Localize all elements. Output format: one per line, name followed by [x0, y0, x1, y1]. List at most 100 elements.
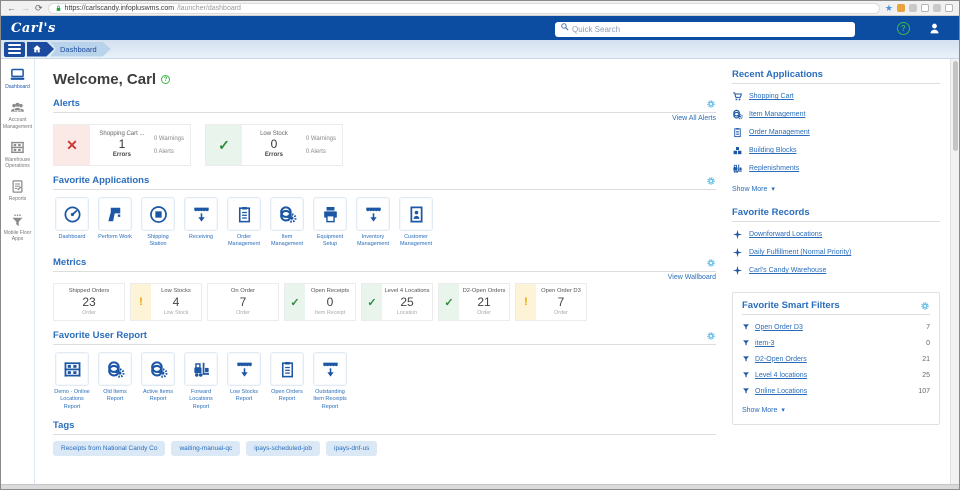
view-wallboard-link[interactable]: View Wallboard — [667, 274, 716, 282]
metric-sublabel: Order — [554, 309, 568, 316]
vertical-scrollbar[interactable] — [950, 59, 959, 484]
smart-filter-item-3[interactable]: item-3 0 — [742, 339, 930, 347]
sidebar-item-account-management[interactable]: Account Management — [1, 100, 35, 130]
report-tile-outstanding-item-receipts[interactable]: Outstanding Item Receipts Report — [311, 352, 349, 410]
breadcrumb[interactable]: Dashboard — [50, 42, 111, 57]
metric-sublabel: Order — [82, 309, 96, 316]
app-tile-equipment-setup[interactable]: Equipment Setup — [311, 197, 349, 248]
help-icon[interactable]: ? — [897, 21, 910, 35]
smart-filter-d2-open-orders[interactable]: D2-Open Orders 21 — [742, 355, 930, 363]
alert-card-shopping-cart[interactable]: ✕ Shopping Cart ... 1 Errors 0 Warnings … — [53, 124, 191, 166]
report-tile-demo-online-locations[interactable]: Demo - Online Locations Report — [53, 352, 91, 410]
shopping-cart-icon — [732, 91, 743, 102]
metric-card-on-order[interactable]: On Order 7 Order — [207, 283, 279, 322]
gear-icon[interactable] — [706, 99, 716, 109]
gear-icon[interactable] — [706, 258, 716, 268]
tag-pill[interactable]: ipays-scheduled-job — [246, 440, 321, 456]
report-tile-forward-locations[interactable]: Forward Locations Report — [182, 352, 220, 410]
tag-pill[interactable]: ipays-dnf-us — [326, 440, 378, 456]
metric-card-open-order-d3[interactable]: ! Open Order D3 7 Order — [515, 283, 587, 322]
sidebar-item-dashboard[interactable]: Dashboard — [1, 67, 35, 90]
help-badge-icon[interactable]: ? — [161, 75, 171, 84]
sidebar-item-reports[interactable]: Reports — [1, 179, 35, 202]
sidebar-item-warehouse-operations[interactable]: Warehouse Operations — [1, 140, 35, 170]
report-tile-low-stocks[interactable]: Low Stocks Report — [225, 352, 263, 410]
app-tile-shipping-station[interactable]: Shipping Station — [139, 197, 177, 248]
app-tile-label: Equipment Setup — [316, 234, 344, 248]
hamburger-menu-icon[interactable] — [4, 41, 25, 57]
gear-icon[interactable] — [920, 301, 930, 311]
recent-app-item-management[interactable]: Item Management — [732, 109, 940, 120]
bookmark-star-icon[interactable]: ★ — [884, 2, 893, 13]
app-tile-dashboard[interactable]: Dashboard — [53, 197, 91, 248]
order-clipboard-icon — [235, 205, 254, 224]
show-more-button[interactable]: Show More ▾ — [732, 185, 775, 194]
search-input[interactable] — [555, 22, 855, 37]
app-tile-receiving[interactable]: Receiving — [182, 197, 220, 248]
metric-card-shipped-orders[interactable]: Shipped Orders 23 Order — [53, 283, 125, 322]
forward-icon[interactable]: → — [21, 2, 30, 13]
address-bar[interactable]: https://carlscandy.infopluswms.com/launc… — [47, 2, 880, 14]
metric-label: Open Receipts — [310, 288, 350, 295]
smart-filter-count: 7 — [926, 323, 930, 331]
alert-card-low-stock[interactable]: ✓ Low Stock 0 Errors 0 Warnings 0 Alerts — [205, 124, 343, 166]
favorite-record-daily-fulfillment[interactable]: Daily Fulfillment (Normal Priority) — [732, 247, 940, 258]
extension-icon[interactable] — [921, 4, 929, 12]
recent-applications-section: Recent Applications Shopping Cart Item M… — [732, 69, 940, 193]
smart-filter-level-4-locations[interactable]: Level 4 locations 25 — [742, 371, 930, 379]
favorite-record-downforward-locations[interactable]: Downforward Locations — [732, 229, 940, 240]
dashboard-gauge-icon — [63, 205, 82, 224]
scrollbar-thumb[interactable] — [952, 61, 958, 151]
favorite-applications-title: Favorite Applications — [53, 175, 150, 186]
metric-card-low-stocks[interactable]: ! Low Stocks 4 Low Stock — [130, 283, 202, 322]
report-tile-old-items[interactable]: Old Items Report — [96, 352, 134, 410]
metric-card-d2-open-orders[interactable]: ✓ D2-Open Orders 21 Order — [438, 283, 510, 322]
refresh-icon[interactable]: ⟳ — [35, 2, 43, 13]
view-all-alerts-link[interactable]: View All Alerts — [672, 115, 716, 122]
extension-icon[interactable] — [897, 4, 905, 12]
app-tile-perform-work[interactable]: Perform Work — [96, 197, 134, 248]
check-icon: ✓ — [285, 284, 305, 321]
app-tile-order-management[interactable]: Order Management — [225, 197, 263, 248]
app-tile-label: Order Management — [227, 234, 261, 248]
extension-icon[interactable] — [933, 4, 941, 12]
metric-card-level-4-locations[interactable]: ✓ Level 4 Locations 25 Location — [361, 283, 433, 322]
report-tile-label: Demo - Online Locations Report — [54, 389, 90, 410]
sidebar-item-label: Mobile Floor Apps — [3, 229, 32, 242]
gear-icon[interactable] — [706, 176, 716, 186]
smart-filter-online-locations[interactable]: Online Locations 107 — [742, 387, 930, 395]
user-icon[interactable] — [928, 22, 941, 35]
metric-value: 0 — [326, 295, 334, 310]
app-tile-inventory-management[interactable]: Inventory Management — [354, 197, 392, 248]
smart-filter-open-order-d3[interactable]: Open Order D3 7 — [742, 323, 930, 331]
browser-menu-icon[interactable] — [945, 4, 953, 12]
show-more-button[interactable]: Show More ▾ — [742, 406, 785, 415]
recent-app-shopping-cart[interactable]: Shopping Cart — [732, 91, 940, 102]
report-tile-open-orders[interactable]: Open Orders Report — [268, 352, 306, 410]
report-tile-active-items[interactable]: Active Items Report — [139, 352, 177, 410]
recent-app-replenishments[interactable]: Replenishments — [732, 163, 940, 174]
alert-title: Low Stock — [260, 131, 288, 138]
gear-icon[interactable] — [706, 331, 716, 341]
recent-app-order-management[interactable]: Order Management — [732, 127, 940, 138]
recent-app-building-blocks[interactable]: Building Blocks — [732, 145, 940, 156]
metric-label: On Order — [230, 288, 256, 295]
smart-filter-count: 0 — [926, 339, 930, 347]
back-icon[interactable]: ← — [7, 2, 16, 13]
alert-alerts: 0 Alerts — [305, 148, 326, 155]
sidebar-item-mobile-floor-apps[interactable]: Mobile Floor Apps — [1, 213, 35, 243]
extension-icon[interactable] — [909, 4, 917, 12]
left-sidebar: Dashboard Account Management Warehouse O… — [1, 59, 35, 484]
favorite-record-link: Daily Fulfillment (Normal Priority) — [749, 249, 852, 256]
tag-pill[interactable]: Receipts from National Candy Co — [53, 440, 166, 456]
carls-logo[interactable]: Carl's — [11, 20, 56, 36]
home-button[interactable] — [27, 41, 54, 57]
metric-label: Level 4 Locations — [384, 288, 430, 295]
app-tile-item-management[interactable]: Item Management — [268, 197, 306, 248]
app-tile-customer-management[interactable]: Customer Management — [397, 197, 435, 248]
favorite-record-carls-candy-warehouse[interactable]: Carl's Candy Warehouse — [732, 265, 940, 276]
metric-card-open-receipts[interactable]: ✓ Open Receipts 0 Item Receipt — [284, 283, 356, 322]
tag-pill[interactable]: waiting-manual-qc — [171, 440, 241, 456]
smart-filter-link: D2-Open Orders — [755, 355, 807, 363]
